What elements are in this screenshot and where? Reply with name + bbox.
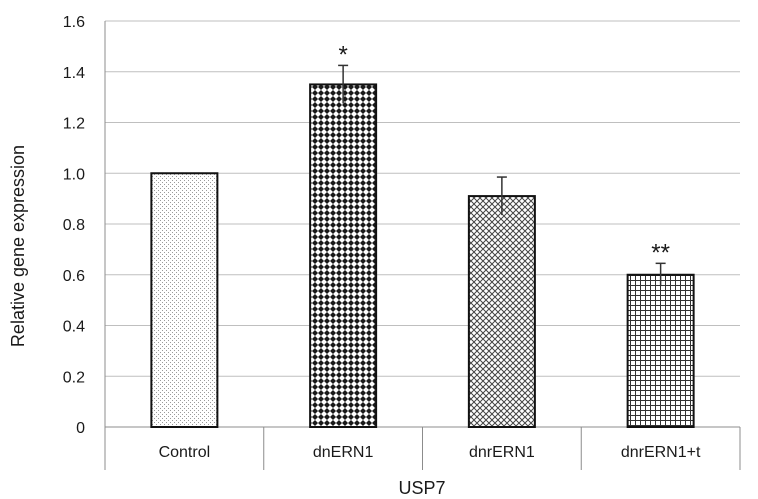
x-tick-label: dnrERN1 (469, 444, 535, 461)
bar (309, 83, 378, 428)
bar (150, 172, 219, 428)
error-bars (338, 64, 666, 287)
y-tick-label: 0.6 (63, 268, 85, 285)
significance-markers: *** (338, 41, 670, 266)
y-tick-label: 1.4 (63, 65, 85, 82)
significance-marker: ** (651, 239, 670, 266)
y-tick-label: 0.2 (63, 369, 85, 386)
y-tick-label: 0 (76, 420, 85, 437)
x-axis-title: USP7 (398, 478, 445, 498)
bar (467, 195, 536, 428)
x-tick-label: dnERN1 (313, 444, 374, 461)
y-axis-title: Relative gene expression (8, 145, 28, 347)
y-tick-label: 1.2 (63, 116, 85, 133)
x-axis-ticks: Control dnERN1 dnrERN1 dnrERN1+t (159, 444, 701, 461)
bar (626, 273, 695, 428)
y-axis-ticks: 0 0.2 0.4 0.6 0.8 1.0 1.2 1.4 1.6 (63, 14, 85, 437)
y-tick-label: 0.8 (63, 217, 85, 234)
y-tick-label: 1.6 (63, 14, 85, 31)
y-tick-label: 1.0 (63, 166, 85, 183)
significance-marker: * (338, 41, 347, 68)
x-tick-label: dnrERN1+t (621, 444, 701, 461)
x-tick-label: Control (159, 444, 211, 461)
y-tick-label: 0.4 (63, 319, 85, 336)
bars (150, 83, 695, 428)
